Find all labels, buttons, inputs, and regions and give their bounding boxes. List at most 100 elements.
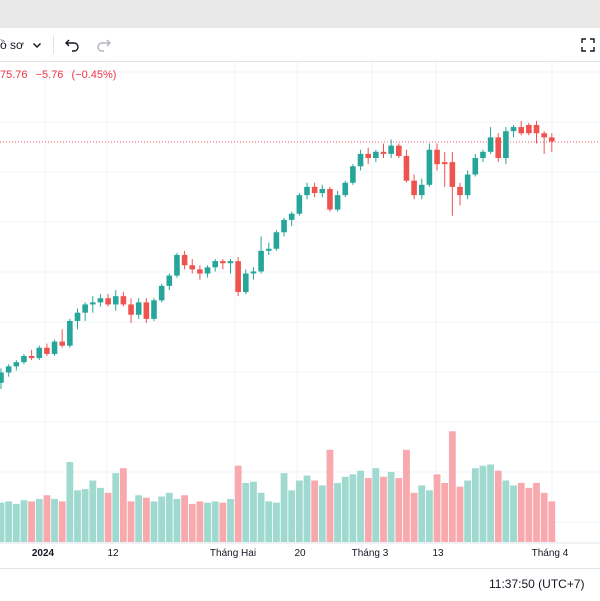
volume-bar bbox=[120, 468, 127, 542]
volume-bar bbox=[487, 464, 494, 542]
candle-body bbox=[227, 261, 234, 264]
candle-body bbox=[181, 254, 188, 266]
x-tick-label: Tháng Hai bbox=[210, 548, 256, 559]
candle-body bbox=[418, 184, 425, 196]
volume-bar bbox=[380, 476, 387, 542]
legend-change: −5.76 bbox=[35, 69, 64, 81]
volume-bar bbox=[43, 495, 51, 542]
ohlc-legend: 75.76 −5.76 (−0.45%) bbox=[0, 69, 121, 81]
chart-pane[interactable]: 2024 12 Tháng Hai 20 Tháng 3 13 Tháng 4 75.76 … bbox=[0, 62, 600, 568]
candle-body bbox=[105, 298, 111, 305]
volume-bar bbox=[403, 449, 410, 542]
candle-body bbox=[90, 302, 96, 305]
candle-body bbox=[541, 133, 547, 138]
redo-button[interactable] bbox=[96, 28, 112, 61]
candle-body bbox=[250, 271, 257, 274]
volume-bar bbox=[357, 470, 364, 542]
candle-body bbox=[0, 372, 4, 383]
fullscreen-button[interactable] bbox=[580, 28, 596, 61]
volume-bar bbox=[250, 481, 257, 542]
volume-bar bbox=[142, 497, 150, 542]
volume-bar bbox=[525, 487, 533, 542]
volume-bar bbox=[349, 474, 357, 542]
volume-bar bbox=[471, 468, 479, 542]
candle-body bbox=[212, 261, 218, 268]
volume-bar bbox=[288, 490, 296, 542]
candle-body bbox=[510, 127, 517, 132]
volume-bar bbox=[97, 487, 104, 542]
volume-bar bbox=[211, 501, 219, 542]
volume-bar bbox=[20, 500, 28, 542]
candle-body bbox=[472, 158, 479, 175]
candle-body bbox=[44, 347, 50, 354]
x-tick-label: 2024 bbox=[32, 548, 55, 559]
candle-body bbox=[533, 125, 540, 134]
candle-body bbox=[365, 153, 371, 159]
volume-bar bbox=[89, 480, 97, 542]
candle-body bbox=[350, 166, 356, 183]
volume-bar bbox=[112, 473, 120, 542]
volume-bar bbox=[303, 475, 311, 542]
volume-bar bbox=[318, 485, 326, 542]
volume-bar bbox=[219, 502, 227, 542]
volume-bar bbox=[510, 485, 517, 542]
volume-bar bbox=[441, 482, 449, 542]
candle-body bbox=[434, 149, 440, 165]
x-tick-label: 13 bbox=[432, 548, 444, 559]
volume-bar bbox=[265, 501, 273, 542]
x-tick-label: 20 bbox=[294, 548, 306, 559]
volume-bar bbox=[234, 465, 242, 542]
undo-icon bbox=[65, 39, 79, 52]
volume-bar bbox=[341, 476, 349, 542]
candle-body bbox=[189, 265, 196, 270]
volume-bar bbox=[456, 486, 464, 542]
x-tick-label: 12 bbox=[107, 548, 119, 559]
volume-bar bbox=[150, 501, 158, 542]
volume-bar bbox=[28, 501, 35, 542]
status-bar: 11:37:50 (UTC+7) bbox=[0, 568, 600, 601]
candle-body bbox=[143, 302, 150, 319]
candle-body bbox=[288, 213, 295, 220]
candle-body bbox=[357, 153, 364, 167]
candle-body bbox=[258, 250, 264, 272]
volume-bar bbox=[280, 473, 288, 542]
volume-bar bbox=[295, 480, 303, 542]
volume-bar bbox=[273, 502, 280, 542]
volume-bar bbox=[464, 480, 472, 542]
candle-body bbox=[426, 149, 433, 185]
candle-body bbox=[243, 273, 249, 293]
volume-bar bbox=[387, 471, 395, 542]
volume-bar bbox=[127, 501, 135, 542]
volume-bar bbox=[311, 480, 319, 542]
clock-timezone[interactable]: 11:37:50 (UTC+7) bbox=[489, 577, 585, 591]
toolbar-divider bbox=[53, 35, 54, 54]
volume-bar bbox=[51, 498, 58, 542]
candle-body bbox=[311, 186, 318, 194]
volume-bar bbox=[433, 474, 441, 542]
volume-bar bbox=[158, 496, 166, 542]
candle-body bbox=[373, 151, 379, 158]
candle-body bbox=[480, 151, 486, 158]
legend-change-pct: (−0.45%) bbox=[71, 69, 117, 81]
candle-body bbox=[549, 137, 555, 142]
volume-bar bbox=[181, 495, 188, 542]
volume-bar bbox=[540, 492, 548, 542]
candle-body bbox=[518, 127, 524, 134]
candle-body bbox=[166, 275, 173, 286]
volume-bar bbox=[326, 449, 334, 542]
volume-bar bbox=[395, 478, 403, 542]
candle-body bbox=[334, 195, 341, 210]
candle-body bbox=[265, 248, 272, 251]
volume-bar bbox=[418, 485, 426, 542]
undo-button[interactable] bbox=[64, 28, 80, 61]
volume-bar bbox=[104, 492, 112, 542]
candle-body bbox=[120, 296, 127, 305]
template-dropdown[interactable]: ồ sơ bbox=[0, 28, 43, 61]
candle-body bbox=[388, 145, 394, 154]
candle-body bbox=[197, 269, 203, 274]
candle-body bbox=[319, 188, 326, 194]
top-toolbar: ồ sơ bbox=[0, 28, 600, 62]
candlestick-chart[interactable]: 2024 12 Tháng Hai 20 Tháng 3 13 Tháng 4 bbox=[0, 62, 600, 568]
volume-bar bbox=[533, 482, 540, 542]
volume-bar bbox=[204, 502, 211, 542]
